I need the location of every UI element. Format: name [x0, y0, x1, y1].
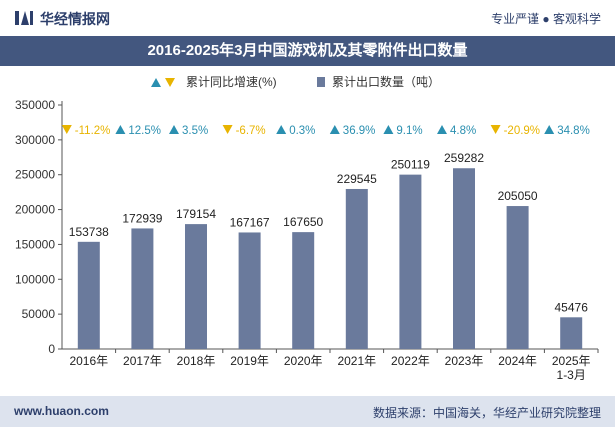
bar [399, 174, 422, 349]
legend-growth-label: 累计同比增速(%) [186, 75, 277, 89]
data-source: 数据来源：中国海关，华经产业研究院整理 [372, 406, 601, 420]
legend-volume: 累计出口数量（吨） [316, 73, 440, 90]
bar-value-label: 205050 [498, 189, 538, 203]
growth-label: 4.8% [450, 125, 476, 137]
bar [345, 188, 368, 349]
y-tick-label: 250000 [15, 168, 55, 182]
y-tick-label: 200000 [15, 203, 55, 217]
growth-up-marker [169, 125, 179, 134]
y-tick-label: 100000 [15, 272, 55, 286]
x-tick-label: 2022年 [391, 354, 430, 368]
x-tick-label: 2016年 [69, 354, 108, 368]
growth-down-marker [490, 125, 501, 134]
bar-value-label: 250119 [391, 158, 430, 172]
bar-value-label: 179154 [176, 207, 216, 221]
bar [453, 168, 475, 349]
chart-title: 2016-2025年3月中国游戏机及其零附件出口数量 [147, 42, 468, 59]
x-tick-label: 2019年 [230, 354, 269, 368]
growth-label: 3.5% [182, 125, 208, 137]
brand-name: 华经情报网 [40, 11, 110, 27]
bar-value-label: 45476 [555, 300, 589, 314]
growth-up-marker [544, 125, 555, 134]
tagline: 专业严谨 ● 客观科学 [491, 12, 601, 26]
bar-value-label: 167167 [230, 215, 270, 229]
x-tick-label: 2024年 [498, 354, 537, 368]
bar [185, 224, 207, 349]
bar-value-label: 259282 [444, 151, 484, 165]
website-url: www.huaon.com [14, 404, 109, 418]
growth-up-marker [276, 125, 287, 134]
legend-volume-label: 累计出口数量（吨） [332, 75, 441, 89]
bar-value-label: 167650 [283, 215, 323, 229]
y-tick-label: 150000 [15, 237, 55, 251]
x-tick-label: 2025年 [552, 354, 591, 368]
growth-up-marker [383, 125, 394, 134]
bar [560, 317, 583, 349]
growth-label: 0.3% [289, 125, 315, 137]
bar [131, 228, 154, 349]
growth-label: 36.9% [343, 125, 376, 137]
bar [238, 232, 261, 349]
growth-up-marker [329, 125, 340, 134]
bar-value-label: 229545 [337, 172, 377, 186]
growth-up-marker [115, 125, 126, 134]
x-tick-label: 2018年 [177, 354, 216, 368]
bar-legend-icon [317, 76, 325, 87]
bar [77, 241, 100, 349]
footer-bar: www.huaon.com 数据来源：中国海关，华经产业研究院整理 [0, 396, 615, 427]
y-tick-label: 50000 [22, 307, 56, 321]
growth-label: -6.7% [236, 125, 266, 137]
y-tick-label: 0 [48, 342, 55, 356]
y-tick-label: 300000 [15, 133, 55, 147]
title-bar: 2016-2025年3月中国游戏机及其零附件出口数量 [0, 36, 615, 66]
growth-label: 12.5% [128, 125, 161, 137]
header-bar: 华经情报网 专业严谨 ● 客观科学 [0, 0, 615, 36]
y-tick-label: 350000 [15, 98, 55, 112]
huajing-logo-icon [15, 11, 33, 25]
legend-growth: 累计同比增速(%) [150, 73, 277, 90]
x-tick-label: 1-3月 [557, 368, 586, 382]
x-tick-label: 2020年 [284, 354, 323, 368]
bar [292, 232, 315, 349]
growth-up-marker [437, 125, 447, 134]
x-tick-label: 2023年 [445, 354, 484, 368]
bar [506, 206, 529, 349]
x-tick-label: 2021年 [337, 354, 376, 368]
growth-label: 9.1% [396, 125, 422, 137]
growth-legend-icon [151, 77, 175, 87]
growth-label: -11.2% [75, 125, 111, 137]
growth-label: 34.8% [557, 125, 590, 137]
growth-down-marker [222, 125, 233, 134]
bar-value-label: 153738 [69, 225, 109, 239]
bar-value-label: 172939 [122, 211, 162, 225]
growth-label: -20.9% [504, 125, 540, 137]
x-tick-label: 2017年 [123, 354, 162, 368]
legend: 累计同比增速(%) 累计出口数量（吨） [0, 73, 615, 93]
growth-down-marker [61, 125, 72, 134]
